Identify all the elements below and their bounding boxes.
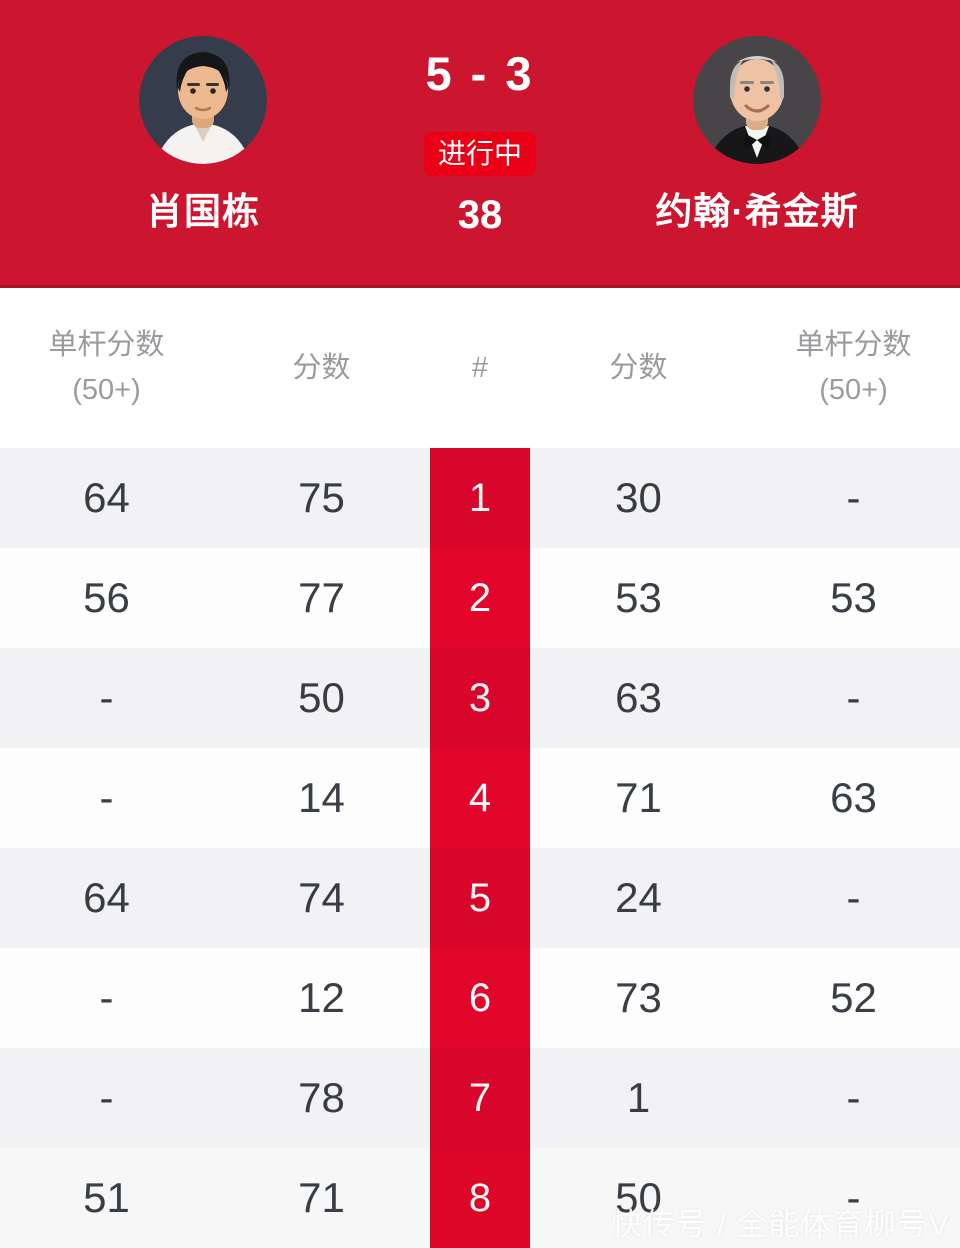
current-break-score: 38 <box>457 193 503 237</box>
table-row: 64 74 5 24 - <box>0 848 960 948</box>
frame-number-cell: 7 <box>430 1048 530 1148</box>
left-score-cell: 50 <box>298 674 345 721</box>
table-row: 51 71 8 50 - <box>0 1148 960 1248</box>
left-break-cell: - <box>99 974 114 1021</box>
right-score-cell: 50 <box>615 1174 662 1221</box>
player-right-avatar <box>693 36 821 164</box>
column-frame-number: # <box>471 351 489 384</box>
frame-number-cell: 8 <box>430 1148 530 1248</box>
player-right-photo <box>693 36 821 164</box>
frame-number-cell: 6 <box>430 948 530 1048</box>
left-break-cell: - <box>99 774 114 821</box>
left-break-cell: 51 <box>83 1174 130 1221</box>
frames-table-body: 64 75 1 30 - 56 77 2 53 53 - 50 3 63 - -… <box>0 448 960 1248</box>
left-break-cell: - <box>99 674 114 721</box>
right-score-cell: 71 <box>615 774 662 821</box>
table-row: - 78 7 1 - <box>0 1048 960 1148</box>
table-row: 64 75 1 30 - <box>0 448 960 548</box>
right-break-cell: 53 <box>830 574 877 621</box>
column-right-breaks: 单杆分数 (50+) <box>795 329 912 406</box>
frame-number-cell: 5 <box>430 848 530 948</box>
right-break-cell: - <box>846 674 861 721</box>
column-left-score: 分数 <box>292 351 351 384</box>
left-score-cell: 75 <box>298 474 345 521</box>
frame-number-cell: 3 <box>430 648 530 748</box>
right-score-cell: 53 <box>615 574 662 621</box>
left-score-cell: 78 <box>298 1074 345 1121</box>
left-score-cell: 71 <box>298 1174 345 1221</box>
left-score-cell: 74 <box>298 874 345 921</box>
right-break-cell: - <box>846 874 861 921</box>
right-score-cell: 1 <box>626 1074 651 1121</box>
left-break-cell: 64 <box>83 474 130 521</box>
right-score-cell: 24 <box>615 874 662 921</box>
right-score-cell: 73 <box>615 974 662 1021</box>
table-row: 56 77 2 53 53 <box>0 548 960 648</box>
match-header: 肖国栋 5 - 3 进行中 38 <box>0 0 960 288</box>
player-left-name: 肖国栋 <box>146 191 260 232</box>
frame-number-cell: 1 <box>430 448 530 548</box>
left-score-cell: 14 <box>298 774 345 821</box>
column-left-breaks: 单杆分数 (50+) <box>48 329 165 406</box>
right-break-cell: - <box>846 1074 861 1121</box>
frame-number-cell: 4 <box>430 748 530 848</box>
left-score-cell: 12 <box>298 974 345 1021</box>
player-right-name: 约翰·希金斯 <box>655 191 859 232</box>
match-score: 5 - 3 <box>425 47 535 100</box>
right-score-cell: 63 <box>615 674 662 721</box>
left-break-cell: 64 <box>83 874 130 921</box>
right-break-cell: - <box>846 474 861 521</box>
player-left-photo <box>139 36 267 164</box>
right-break-cell: 52 <box>830 974 877 1021</box>
frames-table-header: 单杆分数 (50+) 分数 # 分数 单杆分数 (50+) <box>0 288 960 448</box>
table-row: - 12 6 73 52 <box>0 948 960 1048</box>
table-row: - 14 4 71 63 <box>0 748 960 848</box>
left-score-cell: 77 <box>298 574 345 621</box>
player-left-avatar <box>139 36 267 164</box>
left-break-cell: - <box>99 1074 114 1121</box>
column-right-score: 分数 <box>609 351 668 384</box>
match-center-panel: 5 - 3 进行中 38 <box>0 0 960 239</box>
left-break-cell: 56 <box>83 574 130 621</box>
status-badge: 进行中 <box>423 132 536 176</box>
table-row: - 50 3 63 - <box>0 648 960 748</box>
right-break-cell: - <box>846 1174 861 1221</box>
right-score-cell: 30 <box>615 474 662 521</box>
frame-number-cell: 2 <box>430 548 530 648</box>
right-break-cell: 63 <box>830 774 877 821</box>
